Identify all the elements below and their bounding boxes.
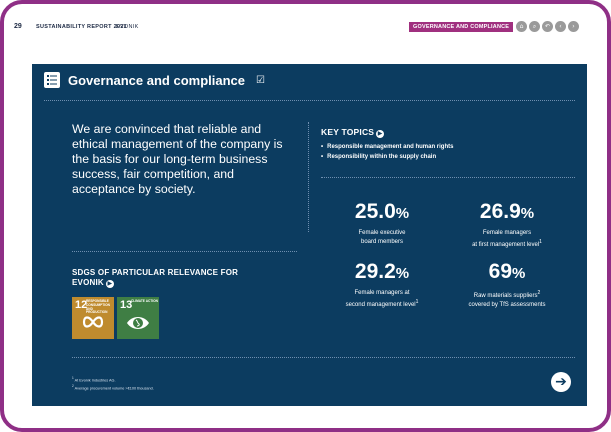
key-topics-heading[interactable]: KEY TOPICS ▶ <box>321 127 385 138</box>
sdg-number: 13 <box>120 299 133 311</box>
search-icon[interactable]: ⌕ <box>529 21 540 32</box>
kpi-tfs-suppliers: 69% Raw materials suppliers2 covered by T… <box>442 260 572 309</box>
checkbox-icon: ☑ <box>256 74 265 86</box>
arrow-right-icon[interactable]: ▶ <box>105 280 114 288</box>
kpi-value: 25.0% <box>354 200 410 223</box>
footnote-ref: 1 <box>539 238 542 245</box>
panel-title-row: Governance and compliance ☑ <box>44 72 265 88</box>
kpi-female-first-level: 26.9% Female managers at first management… <box>442 200 572 249</box>
sdg-heading-text: SDGS OF PARTICULAR RELEVANCE FOR EVONIK <box>72 268 239 287</box>
sdg-12-tile: 12 RESPONSIBLE CONSUMPTION AND PRODUCTIO… <box>72 297 114 339</box>
home-icon[interactable]: ⌂ <box>516 21 527 32</box>
footnote: 2 Average procurement volume >€100 thous… <box>72 384 154 391</box>
sdg-heading[interactable]: SDGS OF PARTICULAR RELEVANCE FOR EVONIK ▶ <box>72 268 242 288</box>
divider <box>44 100 575 101</box>
kpi-value: 69% <box>488 260 526 283</box>
governance-icon <box>44 72 60 88</box>
page-navigation: ⌂ ⌕ ↶ ‹ › <box>516 21 579 32</box>
divider <box>72 357 575 358</box>
page-number: 29 <box>14 23 22 30</box>
sdg-13-tile: 13 CLIMATE ACTION <box>117 297 159 339</box>
arrow-right-icon[interactable]: ▶ <box>376 130 385 138</box>
governance-panel: Governance and compliance ☑ We are convi… <box>32 64 587 406</box>
footnote: 1 At Evonik Industries AG. <box>72 376 116 383</box>
footnotes: 1 At Evonik Industries AG. 2 Average pro… <box>72 375 154 392</box>
sdg-number: 12 <box>75 299 88 311</box>
kpi-value: 29.2% <box>354 260 410 283</box>
list-item: Responsible management and human rights <box>321 143 453 153</box>
next-icon[interactable]: › <box>568 21 579 32</box>
key-topics-list: Responsible management and human rights … <box>321 143 453 162</box>
prev-icon[interactable]: ‹ <box>555 21 566 32</box>
kpi-label: Female managers at first management level… <box>472 230 542 248</box>
list-item: Responsibility within the supply chain <box>321 153 453 163</box>
section-tab[interactable]: GOVERNANCE AND COMPLIANCE <box>409 22 514 32</box>
divider <box>321 177 575 178</box>
kpi-label: Female managers at second management leve… <box>345 290 419 308</box>
sdg-label: CLIMATE ACTION <box>131 299 158 303</box>
footnote-ref: 1 <box>415 298 419 305</box>
next-page-arrow-icon[interactable]: ➔ <box>551 372 571 392</box>
intro-text: We are convinced that reliable and ethic… <box>72 122 283 196</box>
kpi-label: Female executive board members <box>358 230 406 245</box>
vertical-divider <box>308 122 309 232</box>
kpi-female-executive-board: 25.0% Female executive board members <box>317 200 447 246</box>
sdg-label: RESPONSIBLE CONSUMPTION AND PRODUCTION <box>86 299 110 315</box>
kpi-female-second-level: 29.2% Female managers at second managemen… <box>317 260 447 309</box>
report-header: 29 SUSTAINABILITY REPORT 2021 EVONIK GOV… <box>4 4 607 50</box>
sdg-list: 12 RESPONSIBLE CONSUMPTION AND PRODUCTIO… <box>72 297 159 339</box>
back-icon[interactable]: ↶ <box>542 21 553 32</box>
kpi-label: Raw materials suppliers2 covered by TfS a… <box>468 290 546 308</box>
kpi-value: 26.9% <box>479 200 535 223</box>
key-topics-heading-text: KEY TOPICS <box>321 127 375 137</box>
brand-name: EVONIK <box>116 24 139 30</box>
eye-globe-icon <box>127 317 149 329</box>
divider <box>72 251 297 252</box>
report-title: SUSTAINABILITY REPORT 2021 <box>36 24 128 30</box>
infinity-icon <box>82 316 104 328</box>
panel-title: Governance and compliance <box>68 72 246 88</box>
footnote-ref: 2 <box>537 290 541 296</box>
